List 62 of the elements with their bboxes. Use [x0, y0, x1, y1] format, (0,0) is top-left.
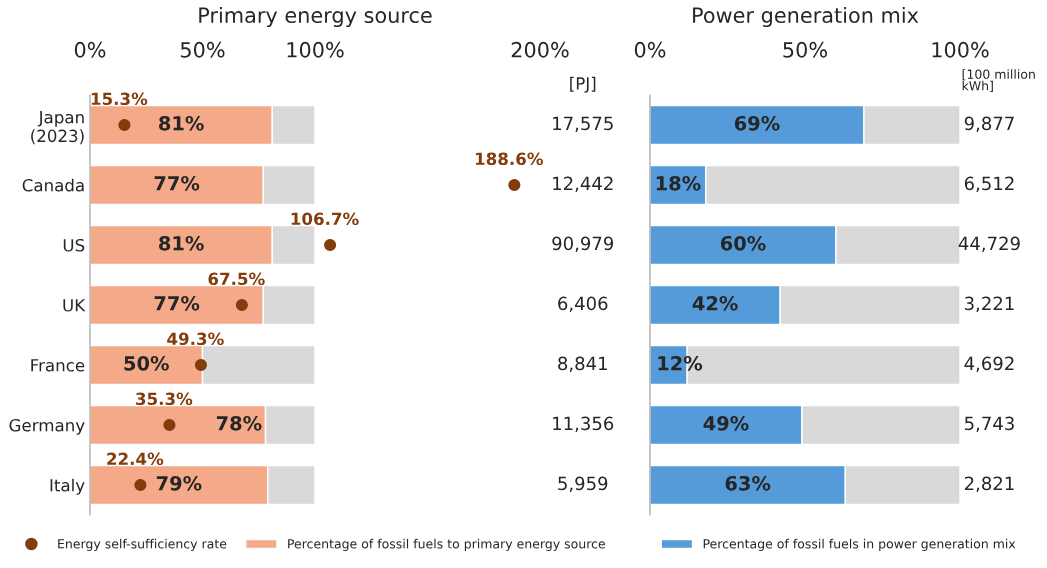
text: 11,356	[553, 416, 614, 433]
text: 5,743	[965, 416, 1014, 433]
point	[194, 358, 207, 372]
point	[508, 178, 521, 192]
x-tick-label: 50%	[783, 41, 827, 58]
x-tick-label: 0%	[74, 41, 106, 58]
data-label: 67.5%	[208, 272, 265, 286]
data-label: 77%	[154, 295, 200, 311]
data-label: 106.7%	[291, 212, 359, 226]
text: 4,692	[964, 356, 1014, 373]
y-tick-label: Italy	[50, 478, 85, 495]
data-label: 188.6%	[475, 152, 543, 166]
data-label: 78%	[216, 415, 262, 431]
x-tick-label: 100%	[932, 41, 989, 58]
chart-title: Primary energy source	[199, 6, 432, 28]
text: 8,841	[558, 356, 607, 373]
text: [PJ]	[570, 76, 596, 93]
chart-title: Power generation mix	[693, 6, 919, 28]
data-label: 81%	[159, 235, 204, 251]
x-tick-label: 50%	[180, 41, 225, 58]
legend-label: Percentage of fossil fuels to primary energy source	[288, 538, 605, 551]
y-tick-label: Canada	[22, 178, 84, 192]
x-tick-label: 200%	[511, 41, 569, 58]
text: 5,959	[558, 476, 608, 493]
text: 3,221	[964, 296, 1014, 313]
point	[118, 118, 131, 132]
annotation: 44,729	[958, 236, 1020, 253]
text: 6,512	[964, 176, 1014, 193]
x-tick-label: 100%	[287, 41, 344, 58]
y-tick-label: Japan (2023)	[31, 111, 84, 145]
point	[324, 238, 337, 252]
data-label: 15.3%	[91, 92, 148, 106]
text: 17,575	[553, 116, 613, 133]
data-label: 50%	[124, 355, 169, 371]
x-tick-label: 0%	[634, 41, 666, 58]
y-tick-label: France	[31, 359, 85, 372]
text: [100 million kWh]	[962, 69, 1035, 92]
text: 9,877	[964, 116, 1014, 133]
data-label: 18%	[656, 175, 701, 191]
data-label: 35.3%	[136, 392, 193, 406]
text: 2,821	[964, 476, 1014, 493]
data-label: 63%	[725, 475, 771, 491]
data-label: 22.4%	[107, 452, 164, 466]
text: 90,979	[552, 236, 614, 253]
data-label: 42%	[692, 295, 738, 311]
data-label: 60%	[720, 235, 766, 251]
data-label: 49.3%	[167, 332, 224, 346]
point	[134, 478, 147, 492]
text: 6,406	[558, 296, 608, 313]
point	[163, 418, 176, 432]
legend-label: Energy self-sufficiency rate	[58, 538, 227, 551]
data-label: 69%	[734, 115, 780, 131]
y-tick-label: Germany	[9, 418, 85, 435]
y-tick-label: UK	[63, 299, 86, 312]
data-label: 81%	[159, 115, 204, 131]
point	[235, 298, 248, 312]
y-tick-label: US	[63, 238, 85, 252]
text: 12,442	[553, 176, 613, 193]
data-label: 49%	[703, 415, 749, 431]
data-label: 79%	[156, 475, 202, 491]
data-label: 77%	[154, 175, 200, 191]
legend-label: Percentage of fossil fuels in power generation mix	[703, 538, 1016, 551]
